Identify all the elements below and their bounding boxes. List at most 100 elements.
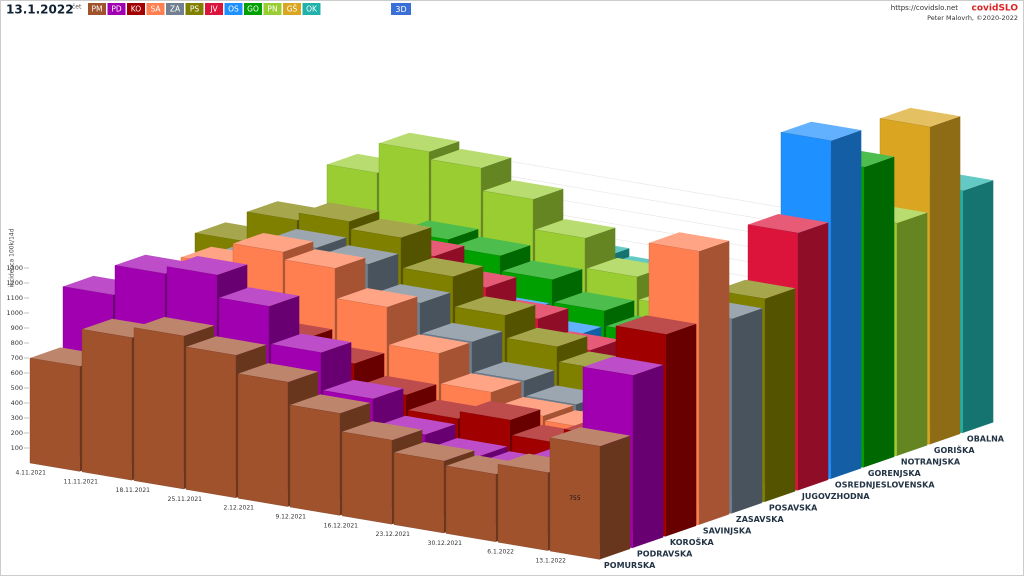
bar-front — [341, 431, 393, 525]
bar-top — [323, 379, 404, 399]
legend-button[interactable] — [88, 3, 106, 15]
bar-side — [797, 222, 829, 491]
legend-button[interactable] — [166, 3, 184, 15]
bar-side — [830, 130, 862, 479]
y-tick-label: 900 — [11, 324, 23, 332]
x-tick-label: 30.12.2021 — [428, 540, 463, 547]
mode-button[interactable] — [391, 3, 411, 15]
y-tick-label: 1300 — [6, 264, 23, 272]
bar-top — [460, 401, 541, 420]
bar-top — [554, 291, 635, 311]
bar-side — [863, 156, 895, 468]
bar-top — [550, 427, 631, 447]
legend-label: PD — [111, 5, 122, 14]
x-tick-label: 13.1.2022 — [535, 558, 566, 565]
bar-top — [583, 356, 664, 376]
x-tick-label: 23.12.2021 — [376, 531, 411, 538]
legend-button[interactable] — [283, 3, 301, 15]
bar-side — [599, 435, 631, 560]
bar-side — [896, 212, 928, 456]
bar-front — [133, 327, 185, 490]
x-tick-label: 9.12.2021 — [275, 514, 306, 521]
legend-button[interactable] — [185, 3, 204, 15]
bar-top — [351, 218, 432, 238]
legend-label: OK — [306, 5, 318, 14]
legend-button[interactable] — [263, 3, 282, 15]
bar-top — [299, 202, 380, 222]
bar-front — [549, 437, 601, 560]
bar-top — [266, 229, 347, 248]
x-tick-label: 11.11.2021 — [64, 478, 99, 485]
y-tick-label: 800 — [11, 339, 23, 347]
bar-side — [665, 323, 697, 537]
region-label: POMURSKA — [604, 561, 656, 570]
bar-front — [445, 465, 497, 543]
bar-top — [715, 279, 796, 299]
region-label: SAVINJSKA — [703, 526, 752, 535]
legend-button[interactable] — [244, 3, 262, 15]
credit: Peter Malovrh, ©2020-2022 — [927, 14, 1018, 22]
legend-label: GO — [247, 5, 259, 14]
bar-front — [29, 357, 81, 472]
legend-label: SA — [150, 5, 161, 14]
bar-side — [929, 116, 961, 445]
bar-top — [450, 236, 531, 256]
x-tick-label: 6.1.2022 — [487, 549, 514, 556]
bar-front — [237, 373, 289, 507]
region-label: GORENJSKA — [868, 469, 922, 478]
bar-top — [587, 257, 668, 277]
bar-top — [422, 322, 503, 342]
bar-top — [781, 121, 862, 141]
legend-label: ZA — [170, 5, 181, 14]
bar-top — [379, 132, 460, 152]
bar-top — [502, 260, 583, 280]
legend-label: GŠ — [287, 5, 298, 14]
region-label: ZASAVSKA — [736, 515, 785, 524]
bar-top — [394, 442, 475, 461]
bar-front — [393, 452, 445, 534]
legend-label: OS — [228, 5, 239, 14]
y-tick-label: 500 — [11, 384, 23, 392]
bar-top — [290, 394, 371, 414]
region-label: JUGOVZHODNA — [801, 492, 870, 501]
source-url[interactable]: https://covidslo.net — [891, 4, 958, 12]
y-tick-label: 1100 — [6, 294, 23, 302]
region-label: OSREDNJESLOVENSKA — [835, 480, 935, 489]
date-title: 13.1.2022 — [6, 3, 74, 17]
legend-button[interactable] — [205, 3, 223, 15]
legend-button[interactable] — [107, 3, 126, 15]
bar-top — [535, 219, 616, 239]
x-tick-label: 2.12.2021 — [223, 505, 254, 512]
legend-button[interactable] — [146, 3, 165, 15]
legend-label: JV — [209, 5, 218, 14]
legend-button[interactable] — [302, 3, 321, 15]
bar-top — [318, 245, 399, 265]
y-tick-label: 200 — [11, 429, 23, 437]
bar — [549, 427, 631, 560]
y-tick-label: 300 — [11, 414, 23, 422]
legend-label: KO — [131, 5, 142, 14]
bar-top — [455, 296, 536, 316]
x-tick-label: 25.11.2021 — [168, 496, 203, 503]
bar-top — [403, 257, 484, 277]
legend-button[interactable] — [224, 3, 243, 15]
bar-front — [81, 329, 133, 481]
bar-top — [219, 287, 300, 307]
legend-button[interactable] — [127, 3, 145, 15]
bar-side — [731, 308, 763, 514]
bar-top — [389, 334, 470, 354]
bar-top — [431, 149, 512, 168]
legend-label: PM — [92, 5, 103, 14]
region-label: GORIŠKA — [934, 444, 975, 455]
bar-top — [441, 373, 522, 393]
region-label: OBALNA — [967, 434, 1005, 443]
legend-label: PN — [267, 5, 277, 14]
bar-top — [285, 249, 366, 269]
y-tick-label: 700 — [11, 354, 23, 362]
y-tick-label: 1000 — [6, 309, 23, 317]
y-tick-label: 400 — [11, 399, 23, 407]
region-label: PODRAVSKA — [637, 549, 693, 558]
bar-top — [337, 288, 418, 308]
weekday: čet — [72, 4, 82, 11]
